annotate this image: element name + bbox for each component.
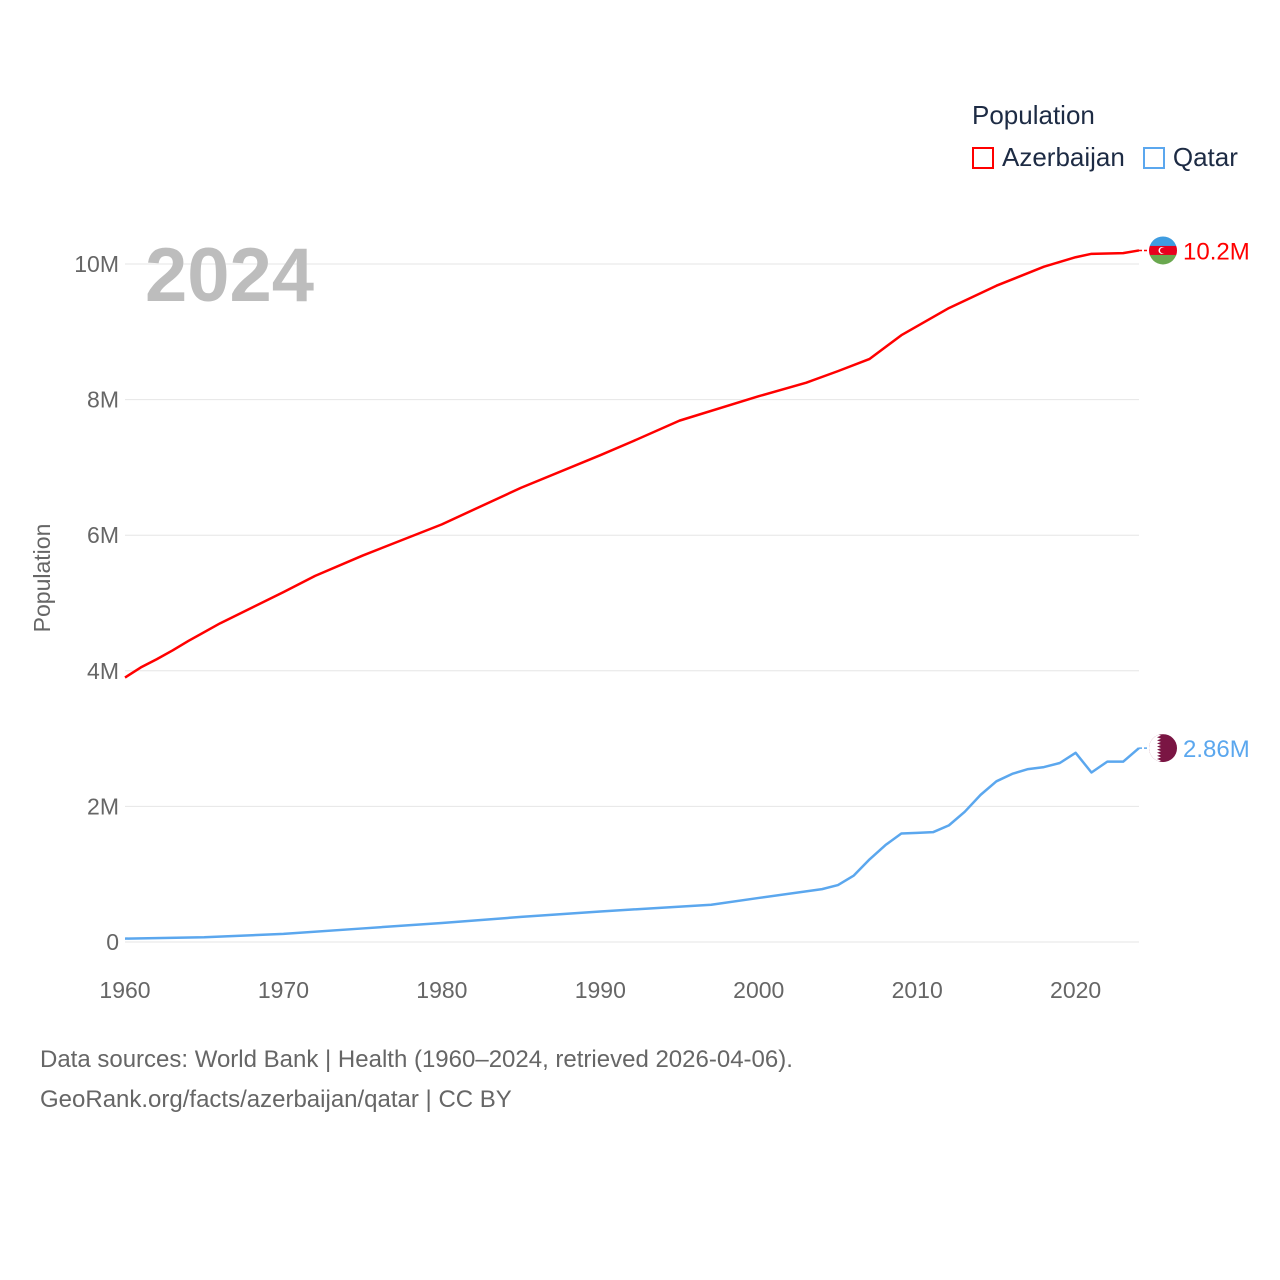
legend: Azerbaijan Qatar	[972, 142, 1238, 173]
end-label-azerbaijan: 10.2M	[1183, 238, 1250, 265]
source-note: Data sources: World Bank | Health (1960–…	[40, 1046, 793, 1073]
legend-label-qatar[interactable]: Qatar	[1172, 142, 1238, 172]
y-axis-title: Population	[29, 524, 55, 633]
flag-azerbaijan-icon	[1149, 236, 1177, 247]
year-label: 2024	[145, 233, 314, 318]
flag-qatar-icon	[1149, 734, 1161, 763]
x-tick-label: 2020	[1050, 977, 1101, 1003]
x-tick-label: 2010	[892, 977, 943, 1003]
x-tick-label: 1980	[416, 977, 467, 1003]
legend-title: Population	[972, 100, 1095, 130]
legend-swatch-qatar[interactable]	[1142, 146, 1165, 169]
x-tick-label: 1970	[258, 977, 309, 1003]
legend-label-azerbaijan[interactable]: Azerbaijan	[1002, 142, 1125, 172]
y-tick-label: 10M	[74, 251, 119, 277]
series-line-qatar	[124, 747, 1140, 940]
end-label-qatar: 2.86M	[1183, 736, 1250, 763]
x-tick-label: 2000	[733, 977, 784, 1003]
x-tick-label: 1990	[575, 977, 626, 1003]
y-tick-label: 2M	[87, 793, 119, 819]
legend-swatch-azerbaijan[interactable]	[972, 146, 994, 169]
y-tick-label: 0	[106, 929, 119, 955]
x-tick-label: 1960	[99, 977, 150, 1003]
flag-azerbaijan-icon	[1149, 254, 1177, 265]
flag-crescent-icon	[1160, 247, 1166, 254]
y-tick-label: 4M	[87, 658, 119, 684]
source-link[interactable]: GeoRank.org/facts/azerbaijan/qatar | CC …	[40, 1086, 512, 1113]
y-tick-label: 6M	[87, 522, 119, 548]
y-tick-label: 8M	[87, 387, 119, 413]
series-line-azerbaijan	[124, 249, 1140, 679]
